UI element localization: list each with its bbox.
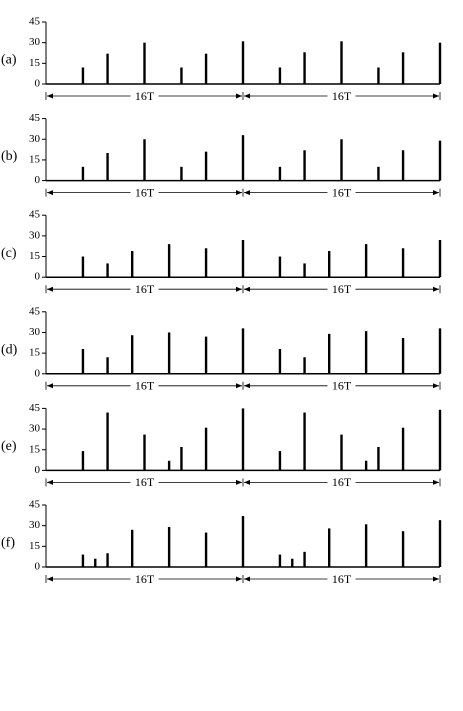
y-tick-label: 30 (29, 229, 41, 241)
y-tick-label: 45 (29, 402, 41, 414)
panel-label: (a) (1, 53, 17, 68)
panel-label: (b) (1, 149, 18, 164)
y-tick-label: 45 (29, 16, 41, 28)
span-label: 16T (135, 89, 155, 103)
label-bg (130, 573, 159, 585)
span-label: 16T (135, 282, 155, 296)
y-tick-label: 45 (29, 112, 41, 124)
label-bg (130, 90, 159, 102)
label-bg (130, 476, 159, 489)
y-tick-label: 30 (29, 36, 41, 48)
y-tick-label: 15 (29, 347, 41, 359)
span-label: 16T (332, 185, 352, 199)
y-tick-label: 30 (29, 519, 41, 531)
span-label: 16T (332, 282, 352, 296)
y-tick-label: 0 (35, 271, 41, 283)
y-tick-label: 15 (29, 250, 41, 262)
y-tick-label: 15 (29, 540, 41, 552)
span-label: 16T (135, 379, 155, 393)
y-tick-label: 45 (29, 499, 41, 511)
label-bg (327, 573, 356, 585)
label-bg (130, 379, 159, 392)
y-tick-label: 30 (29, 326, 41, 338)
y-tick-label: 45 (29, 209, 41, 221)
y-tick-label: 15 (29, 153, 41, 165)
y-tick-label: 0 (35, 464, 41, 476)
y-tick-label: 0 (35, 367, 41, 379)
label-bg (327, 283, 356, 296)
span-label: 16T (332, 475, 352, 489)
span-label: 16T (332, 572, 352, 586)
y-tick-label: 30 (29, 423, 41, 435)
panel-label: (f) (1, 536, 15, 551)
span-label: 16T (135, 185, 155, 199)
label-bg (130, 186, 159, 199)
y-tick-label: 45 (29, 305, 41, 317)
label-bg (327, 186, 356, 199)
span-label: 16T (135, 475, 155, 489)
y-tick-label: 15 (29, 443, 41, 455)
panel-label: (d) (1, 342, 18, 357)
span-label: 16T (135, 572, 155, 586)
span-label: 16T (332, 89, 352, 103)
y-tick-label: 0 (35, 561, 41, 573)
label-bg (130, 283, 159, 296)
label-bg (327, 379, 356, 392)
y-tick-label: 0 (35, 78, 41, 90)
y-tick-label: 30 (29, 133, 41, 145)
label-bg (327, 90, 356, 102)
y-tick-label: 0 (35, 174, 41, 186)
y-tick-label: 15 (29, 57, 41, 69)
span-label: 16T (332, 379, 352, 393)
panel-label: (e) (1, 439, 17, 454)
label-bg (327, 476, 356, 489)
panel-label: (c) (1, 246, 17, 261)
